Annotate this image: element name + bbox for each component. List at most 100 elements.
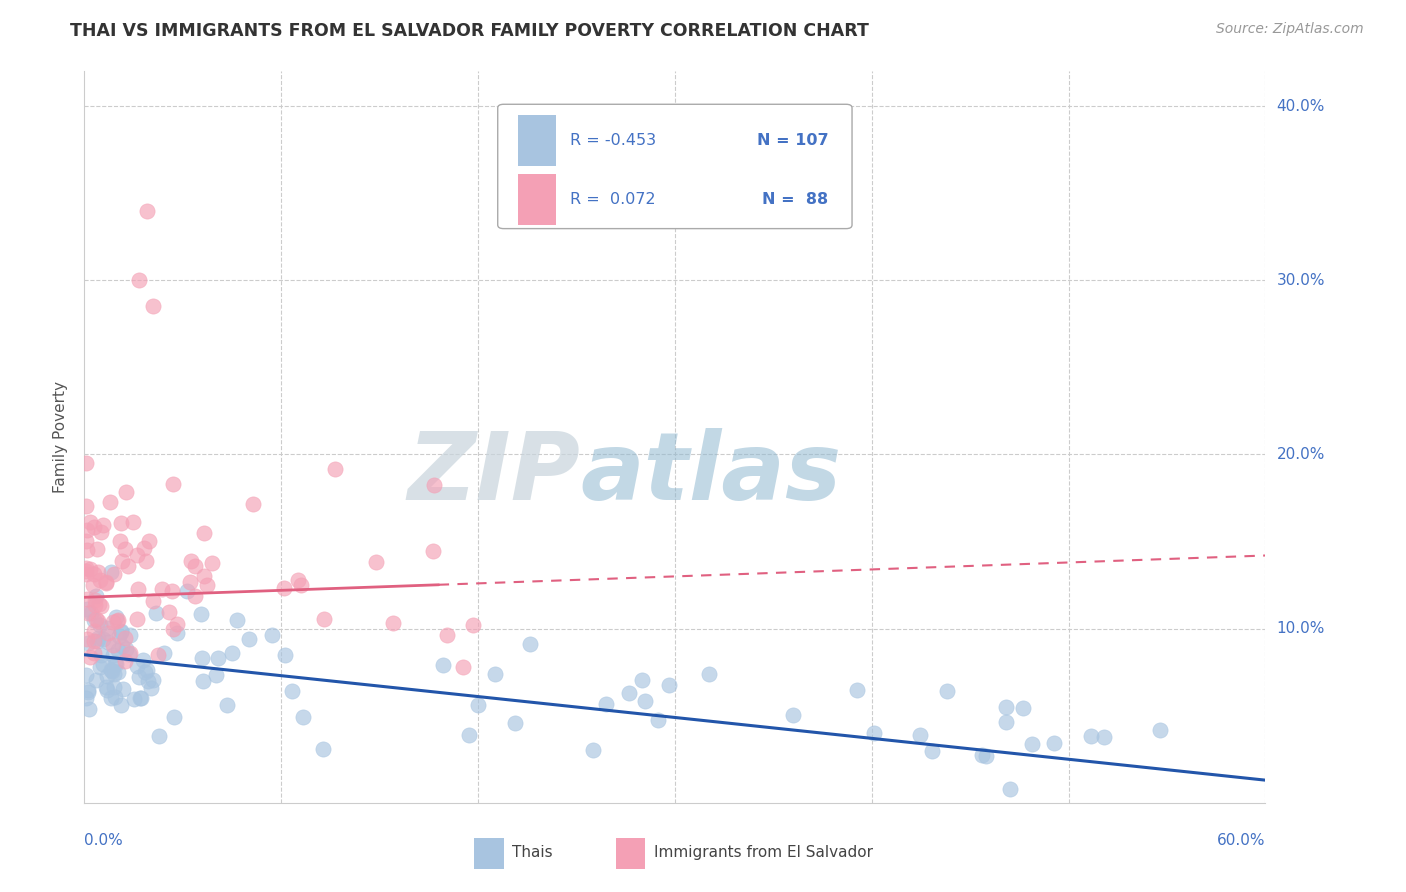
Point — [77, 702, 100, 716]
Point — [166, 626, 188, 640]
Point — [105, 657, 128, 672]
Text: Source: ZipAtlas.com: Source: ZipAtlas.com — [1216, 22, 1364, 37]
Point — [129, 690, 152, 705]
Point — [242, 497, 264, 511]
FancyBboxPatch shape — [474, 838, 503, 869]
FancyBboxPatch shape — [517, 174, 555, 225]
Point — [135, 554, 157, 568]
Point — [274, 648, 297, 662]
Point — [76, 524, 98, 538]
Point — [908, 727, 931, 741]
Point — [96, 625, 118, 640]
Point — [86, 633, 108, 648]
Point — [311, 742, 333, 756]
Point — [845, 683, 868, 698]
Point — [595, 697, 617, 711]
Point — [162, 477, 184, 491]
Point — [134, 665, 156, 679]
Point — [75, 667, 97, 681]
Point — [146, 648, 169, 662]
Point — [935, 683, 957, 698]
Point — [436, 628, 458, 642]
Text: R =  0.072: R = 0.072 — [569, 192, 655, 207]
Point — [197, 578, 219, 592]
Point — [75, 457, 97, 471]
Point — [76, 542, 98, 557]
Point — [115, 642, 138, 657]
Point — [457, 728, 479, 742]
Point — [84, 589, 107, 603]
Point — [193, 525, 215, 540]
Point — [634, 694, 657, 708]
Point — [91, 657, 114, 671]
Point — [103, 667, 125, 681]
Point — [80, 606, 103, 620]
Point — [89, 618, 111, 632]
Point — [110, 625, 132, 640]
Point — [100, 565, 122, 579]
Point — [96, 683, 118, 698]
Point — [96, 669, 118, 683]
Point — [91, 632, 114, 646]
Point — [505, 715, 527, 730]
Point — [111, 640, 134, 654]
Point — [453, 659, 475, 673]
Point — [76, 533, 98, 548]
Point — [87, 565, 110, 579]
Point — [118, 628, 141, 642]
Point — [135, 664, 157, 678]
Point — [90, 648, 112, 662]
Point — [114, 632, 136, 646]
Point — [100, 663, 122, 677]
Point — [581, 743, 603, 757]
Point — [1021, 737, 1043, 751]
Point — [107, 643, 129, 657]
Point — [160, 583, 183, 598]
Point — [76, 602, 98, 616]
Point — [290, 578, 312, 592]
Point — [139, 681, 162, 695]
Point — [100, 664, 122, 678]
Point — [461, 617, 484, 632]
Point — [75, 690, 97, 705]
Text: 20.0%: 20.0% — [1277, 447, 1324, 462]
Text: 0.0%: 0.0% — [84, 833, 124, 848]
Point — [974, 749, 997, 764]
Point — [157, 605, 180, 619]
Point — [114, 542, 136, 557]
Point — [128, 273, 150, 287]
Point — [114, 654, 136, 668]
Point — [166, 616, 188, 631]
Point — [83, 567, 105, 582]
Point — [100, 690, 122, 705]
Point — [280, 684, 302, 698]
Point — [96, 621, 118, 635]
Point — [79, 650, 101, 665]
Text: 30.0%: 30.0% — [1277, 273, 1324, 288]
Point — [132, 653, 155, 667]
Point — [82, 578, 104, 592]
Point — [142, 300, 165, 314]
Point — [75, 499, 97, 513]
Point — [110, 624, 132, 638]
Text: 60.0%: 60.0% — [1218, 833, 1265, 848]
Point — [127, 548, 149, 562]
Point — [323, 462, 346, 476]
Point — [77, 682, 100, 697]
Point — [115, 484, 138, 499]
Point — [89, 573, 111, 587]
Point — [217, 698, 239, 713]
Point — [77, 685, 100, 699]
Point — [432, 658, 454, 673]
FancyBboxPatch shape — [616, 838, 645, 869]
Point — [125, 612, 148, 626]
Point — [90, 524, 112, 539]
Point — [132, 541, 155, 556]
Point — [127, 582, 149, 596]
Point — [995, 700, 1018, 714]
Point — [180, 554, 202, 568]
Point — [104, 610, 127, 624]
Point — [647, 713, 669, 727]
Point — [117, 648, 139, 662]
Point — [98, 495, 121, 509]
